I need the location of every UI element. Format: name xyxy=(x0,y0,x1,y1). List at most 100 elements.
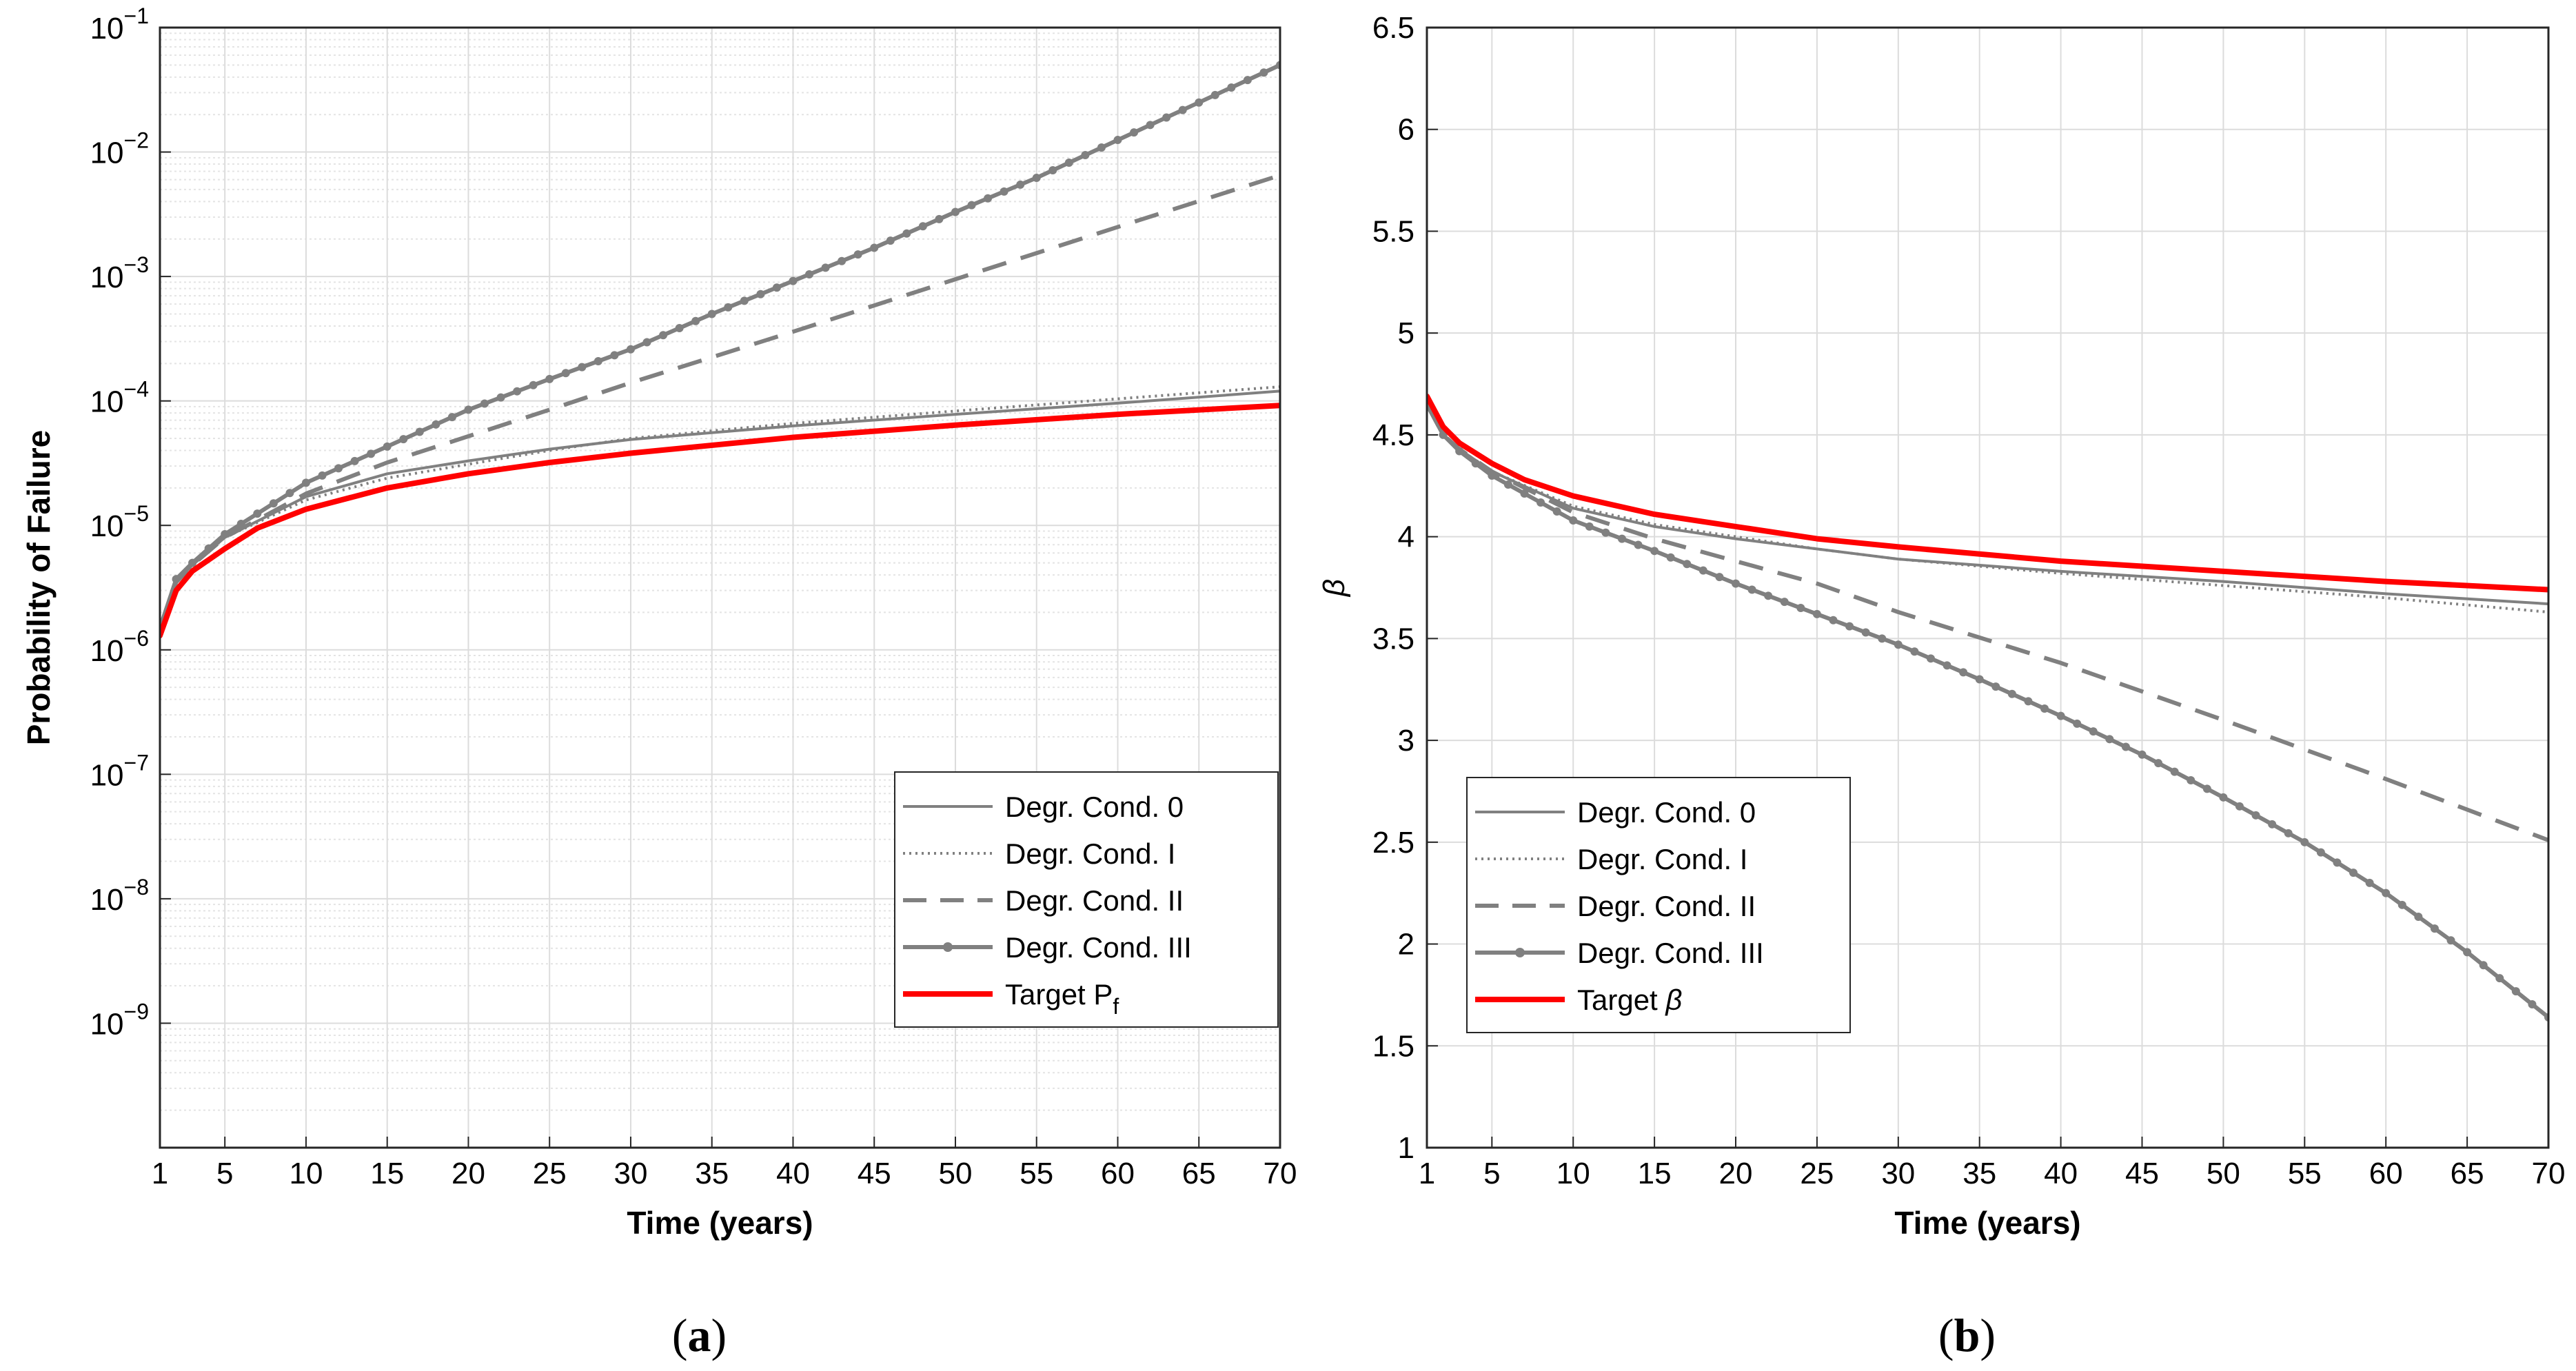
data-point xyxy=(1130,128,1139,137)
data-point xyxy=(285,489,294,498)
data-point xyxy=(415,427,424,436)
legend-entry: Degr. Cond. 0 xyxy=(1005,791,1184,823)
data-point xyxy=(1243,76,1252,85)
data-point xyxy=(756,290,765,298)
data-point xyxy=(2187,776,2195,784)
data-point xyxy=(188,558,197,567)
panel-b-chart: 1 5 10 15 20 25 30 35 40 45 50 55 60 65 7011.522.533.5… xyxy=(1317,11,2565,1361)
y-tick-label: 10−3 xyxy=(90,252,149,294)
legend-entry: Degr. Cond. II xyxy=(1577,890,1756,922)
legend-entry-subscript: f xyxy=(1113,994,1119,1019)
data-point xyxy=(1048,166,1057,175)
data-point xyxy=(1178,105,1187,114)
legend-entry: Target β xyxy=(1577,984,1682,1016)
data-point xyxy=(1520,489,1529,498)
y-tick-label: 10−9 xyxy=(90,999,149,1041)
data-point xyxy=(2365,878,2374,887)
data-point xyxy=(1747,585,1756,594)
x-tick-label: 45 xyxy=(2125,1157,2159,1190)
data-point xyxy=(1146,121,1155,130)
data-point xyxy=(951,207,960,216)
data-point xyxy=(1715,573,1724,582)
x-tick-label: 20 xyxy=(452,1157,485,1190)
data-point xyxy=(1796,604,1805,613)
y-tick-exponent: −8 xyxy=(124,875,149,900)
y-tick-base: 10 xyxy=(90,758,124,792)
data-point xyxy=(984,194,993,203)
data-point xyxy=(2284,829,2293,837)
data-point xyxy=(675,323,684,332)
y-tick-exponent: −7 xyxy=(124,750,149,775)
data-point xyxy=(318,471,327,480)
x-tick-label: 45 xyxy=(858,1157,891,1190)
data-point xyxy=(1861,628,1870,637)
legend-entry: Target Pf xyxy=(1005,978,1119,1019)
data-point xyxy=(1569,516,1578,525)
data-point xyxy=(2105,735,2114,744)
data-point xyxy=(561,369,570,378)
legend-entry-name: Degr. Cond. III xyxy=(1005,931,1192,964)
legend-entry: Degr. Cond. I xyxy=(1577,843,1747,875)
data-point xyxy=(1650,547,1659,556)
x-tick-label: 50 xyxy=(939,1157,973,1190)
y-axis-label: β xyxy=(1317,579,1351,598)
legend-marker xyxy=(943,942,953,952)
data-point xyxy=(1617,534,1626,543)
data-point xyxy=(659,331,668,340)
y-tick-exponent: −6 xyxy=(124,626,149,651)
y-axis-label: Probability of Failure xyxy=(21,430,57,746)
data-point xyxy=(2511,987,2520,996)
data-point xyxy=(1081,151,1090,160)
x-tick-label: 40 xyxy=(776,1157,810,1190)
x-tick-label: 10 xyxy=(1556,1157,1590,1190)
data-point xyxy=(2056,711,2065,720)
data-point xyxy=(2463,948,2472,957)
data-point xyxy=(1227,83,1236,92)
data-point xyxy=(918,222,927,231)
data-point xyxy=(1926,654,1935,663)
x-tick-label: 55 xyxy=(2288,1157,2322,1190)
data-point xyxy=(1943,661,1951,670)
data-point xyxy=(1471,459,1480,468)
data-point xyxy=(935,214,944,223)
x-tick-label: 30 xyxy=(1881,1157,1915,1190)
x-tick-label: 70 xyxy=(2532,1157,2566,1190)
data-point xyxy=(1894,640,1903,649)
data-point xyxy=(902,229,911,238)
data-point xyxy=(1975,675,1984,684)
legend-entry-name: Degr. Cond. II xyxy=(1005,884,1184,917)
data-point xyxy=(269,499,278,508)
axes-box xyxy=(1426,26,2550,1149)
data-point xyxy=(1195,98,1204,107)
x-tick-label: 15 xyxy=(1638,1157,1672,1190)
data-point xyxy=(2397,900,2406,909)
data-point xyxy=(1439,430,1448,439)
x-tick-label: 40 xyxy=(2044,1157,2078,1190)
data-point xyxy=(204,544,213,553)
data-point xyxy=(383,442,392,451)
data-point xyxy=(496,393,505,402)
caption-close: ) xyxy=(711,1309,727,1361)
series-markers xyxy=(1427,400,2548,1022)
x-tick-label: 70 xyxy=(1264,1157,1297,1190)
panel-caption: (b) xyxy=(1938,1309,1996,1361)
x-tick-label: 15 xyxy=(370,1157,404,1190)
data-point xyxy=(2024,697,2033,706)
data-point xyxy=(707,309,716,318)
x-tick-label: 5 xyxy=(216,1157,233,1190)
y-tick-base: 10 xyxy=(90,509,124,543)
x-tick-label: 30 xyxy=(613,1157,647,1190)
y-tick-exponent: −2 xyxy=(124,128,149,153)
y-tick-label: 5.5 xyxy=(1372,214,1414,248)
data-point xyxy=(447,413,456,422)
data-point xyxy=(464,405,473,414)
data-point xyxy=(1064,159,1073,167)
legend-entry: Degr. Cond. II xyxy=(1005,884,1184,917)
data-point xyxy=(2007,689,2016,698)
data-point xyxy=(691,316,700,325)
data-point xyxy=(221,529,230,538)
x-tick-label: 25 xyxy=(533,1157,567,1190)
data-point xyxy=(1845,622,1854,631)
y-tick-label: 10−2 xyxy=(90,128,149,170)
data-point xyxy=(1910,647,1919,656)
